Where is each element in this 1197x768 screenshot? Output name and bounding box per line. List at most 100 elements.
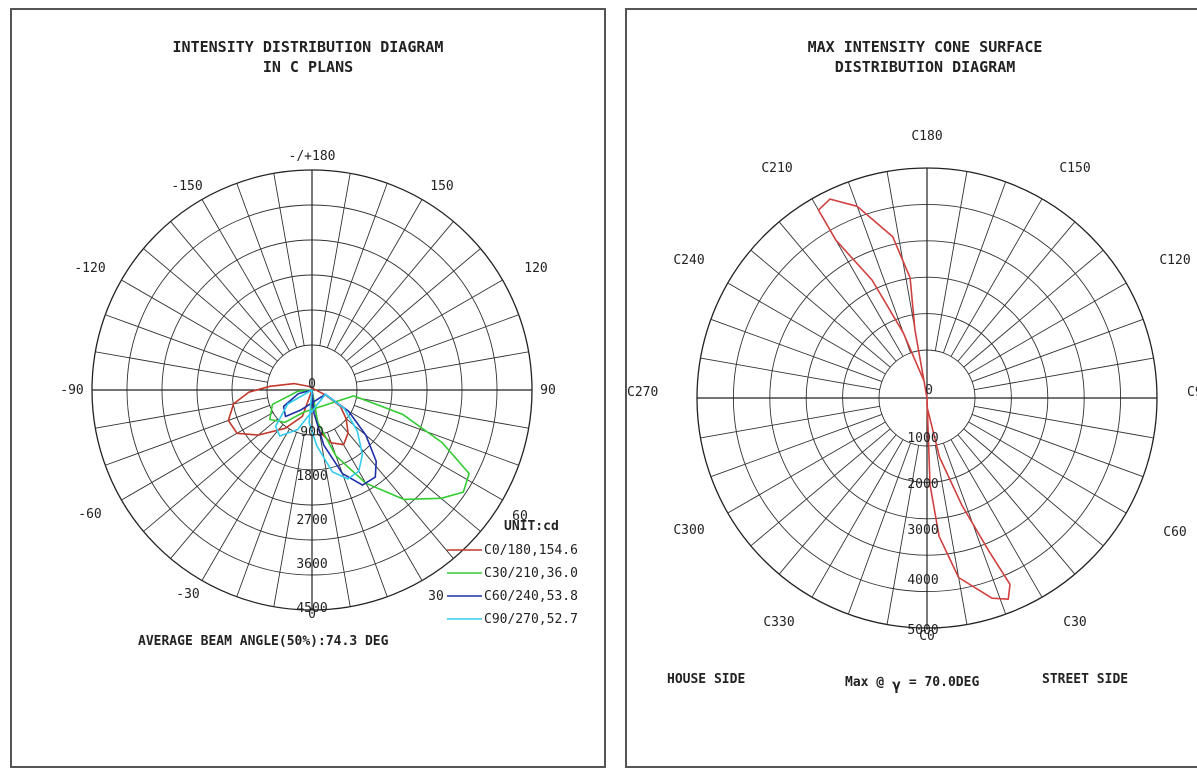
left-radial-label: 4500 bbox=[296, 601, 327, 616]
grid-spoke bbox=[356, 397, 529, 429]
left-angle-label-right-lower: 60 bbox=[512, 509, 528, 524]
grid-spoke bbox=[95, 397, 268, 429]
grid-spoke bbox=[95, 351, 268, 383]
left-chart-title-line2: IN C PLANS bbox=[262, 58, 354, 76]
grid-spoke bbox=[340, 221, 454, 356]
grid-spoke bbox=[942, 181, 1007, 354]
right-angle-label-upper-left: C210 bbox=[761, 161, 792, 176]
grid-spoke bbox=[334, 428, 423, 581]
right-radial-label: 2000 bbox=[907, 477, 938, 492]
grid-spoke bbox=[971, 413, 1144, 478]
grid-spoke bbox=[950, 198, 1043, 357]
left-radial-label: 3600 bbox=[296, 557, 327, 572]
grid-spoke bbox=[968, 421, 1127, 514]
grid-spoke bbox=[727, 282, 886, 375]
left-angle-label-left-lower: -60 bbox=[78, 507, 101, 522]
right-chart-title-line2: DISTRIBUTION DIAGRAM bbox=[834, 58, 1016, 76]
grid-spoke bbox=[350, 412, 503, 501]
legend-label-c0-180: C0/180,154.6 bbox=[484, 543, 578, 558]
grid-spoke bbox=[121, 279, 274, 368]
right-center-label: 0 bbox=[925, 383, 933, 398]
left-angle-label-right: 90 bbox=[540, 383, 556, 398]
grid-spoke bbox=[700, 357, 880, 391]
right-radial-label: 5000 bbox=[907, 623, 938, 638]
left-radial-label: 900 bbox=[300, 425, 323, 440]
grid-spoke bbox=[934, 171, 968, 351]
left-radial-label: 1800 bbox=[296, 469, 327, 484]
grid-spoke bbox=[710, 318, 883, 383]
left-chart-title-line1: INTENSITY DISTRIBUTION DIAGRAM bbox=[172, 38, 444, 56]
grid-spoke bbox=[957, 434, 1076, 575]
right-chart-title-line1: MAX INTENSITY CONE SURFACE bbox=[807, 38, 1043, 56]
series-line-3 bbox=[274, 389, 364, 480]
left-angle-label-left-upper: -120 bbox=[74, 261, 105, 276]
legend-label-c60-240: C60/240,53.8 bbox=[484, 589, 578, 604]
grid-spoke bbox=[340, 424, 454, 559]
grid-spoke bbox=[105, 314, 270, 376]
grid-spoke bbox=[974, 357, 1154, 391]
grid-spoke bbox=[170, 424, 284, 559]
grid-spoke bbox=[105, 404, 270, 466]
max-gamma-label: Max @ γ = 70.0DEG bbox=[845, 672, 979, 694]
right-angle-label-left: C270 bbox=[627, 385, 658, 400]
grid-spoke bbox=[934, 445, 968, 625]
grid-spoke bbox=[170, 221, 284, 356]
right-angle-label-lower-right: C30 bbox=[1063, 615, 1086, 630]
left-angle-label-lower-right: 30 bbox=[428, 589, 444, 604]
grid-spoke bbox=[326, 183, 388, 348]
right-radial-label: 3000 bbox=[907, 523, 938, 538]
left-polar-grid bbox=[91, 169, 533, 611]
left-center-label: 0 bbox=[308, 377, 316, 392]
left-polar-chart: -/+180 -150 150 -120 120 -90 90 -60 60 -… bbox=[60, 149, 578, 627]
grid-spoke bbox=[974, 405, 1154, 439]
grid-spoke bbox=[334, 199, 423, 352]
grid-spoke bbox=[236, 432, 298, 597]
grid-spoke bbox=[354, 314, 519, 376]
unit-label: UNIT:cd bbox=[504, 519, 559, 534]
grid-spoke bbox=[950, 439, 1043, 598]
grid-spoke bbox=[356, 351, 529, 383]
grid-spoke bbox=[971, 318, 1144, 383]
grid-spoke bbox=[201, 428, 290, 581]
gamma-symbol: γ bbox=[891, 676, 901, 694]
right-radial-label: 1000 bbox=[907, 431, 938, 446]
right-polar-chart: C180 C210 C150 C240 C120 C270 C90 C300 C… bbox=[627, 129, 1197, 644]
legend-label-c30-210: C30/210,36.0 bbox=[484, 566, 578, 581]
grid-spoke bbox=[963, 428, 1104, 547]
grid-spoke bbox=[778, 221, 897, 362]
grid-spoke bbox=[942, 442, 1007, 615]
right-angle-label-left-upper: C240 bbox=[673, 253, 704, 268]
right-angle-label-right: C90 bbox=[1187, 385, 1197, 400]
right-angle-label-top: C180 bbox=[911, 129, 942, 144]
left-radial-label: 2700 bbox=[296, 513, 327, 528]
grid-spoke bbox=[121, 412, 274, 501]
left-angle-label-top: -/+180 bbox=[289, 149, 336, 164]
grid-spoke bbox=[326, 432, 388, 597]
grid-spoke bbox=[346, 248, 481, 362]
left-polar-series bbox=[227, 382, 470, 501]
grid-spoke bbox=[354, 404, 519, 466]
left-angle-label-upper-right: 150 bbox=[430, 179, 453, 194]
beam-angle-footer: AVERAGE BEAM ANGLE(50%):74.3 DEG bbox=[138, 634, 389, 649]
grid-spoke bbox=[273, 173, 305, 346]
grid-spoke bbox=[750, 428, 891, 547]
grid-spoke bbox=[273, 434, 305, 607]
left-angle-label-upper-left: -150 bbox=[171, 179, 202, 194]
house-side-label: HOUSE SIDE bbox=[667, 672, 746, 687]
right-angle-label-left-lower: C300 bbox=[673, 523, 704, 538]
right-angle-label-upper-right: C150 bbox=[1059, 161, 1090, 176]
grid-spoke bbox=[319, 434, 351, 607]
grid-spoke bbox=[847, 442, 912, 615]
grid-spoke bbox=[143, 248, 278, 362]
grid-spoke bbox=[143, 418, 278, 532]
max-prefix: Max @ bbox=[845, 675, 885, 690]
grid-spoke bbox=[963, 249, 1104, 368]
grid-spoke bbox=[236, 183, 298, 348]
legend-label-c90-270: C90/270,52.7 bbox=[484, 612, 578, 627]
left-chart-panel: INTENSITY DISTRIBUTION DIAGRAM IN C PLAN… bbox=[10, 8, 606, 768]
grid-spoke bbox=[700, 405, 880, 439]
grid-spoke bbox=[968, 282, 1127, 375]
right-chart-panel: MAX INTENSITY CONE SURFACE DISTRIBUTION … bbox=[625, 8, 1197, 768]
street-side-label: STREET SIDE bbox=[1042, 672, 1129, 687]
grid-spoke bbox=[886, 445, 920, 625]
